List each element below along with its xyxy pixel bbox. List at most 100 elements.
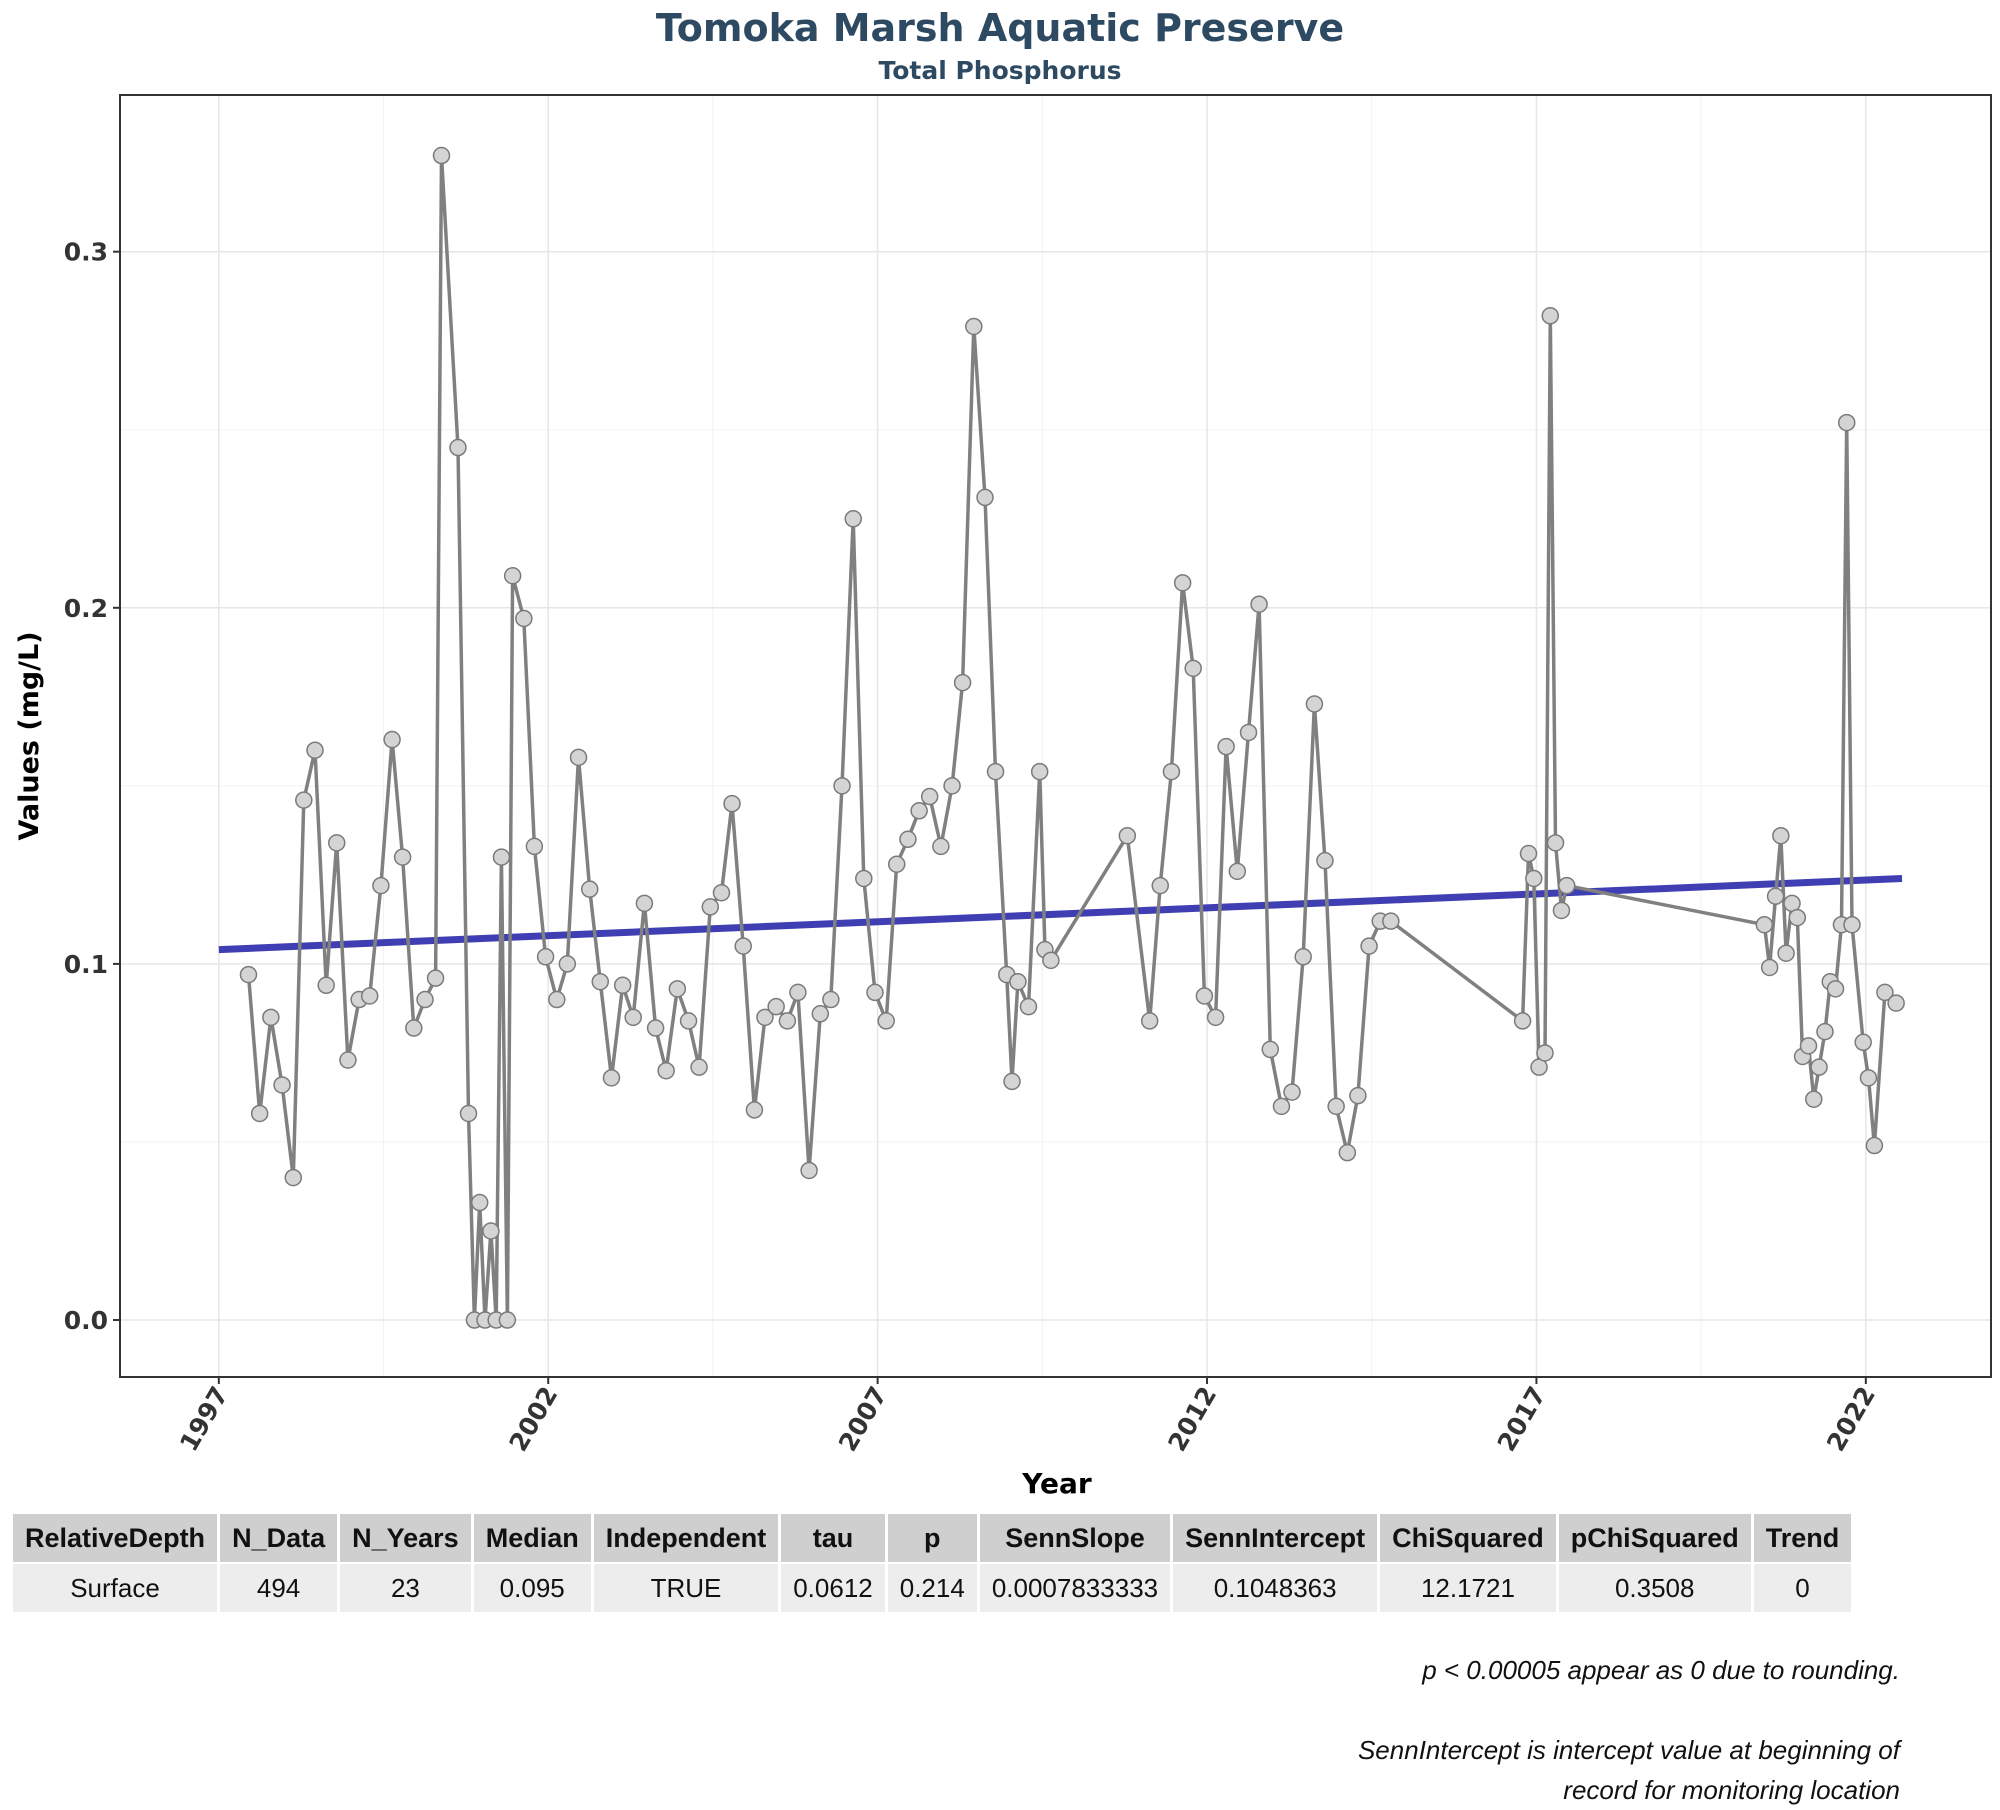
table-cell: 0.095 (473, 1564, 591, 1612)
table-header-cell: p (887, 1514, 977, 1562)
data-point (976, 488, 994, 507)
data-point (383, 730, 401, 749)
data-point (262, 1008, 280, 1027)
data-point (591, 972, 610, 991)
data-point (1173, 574, 1192, 592)
table-header-cell: ChiSquared (1380, 1514, 1556, 1562)
data-point (646, 1019, 665, 1037)
data-point (1206, 1008, 1225, 1027)
data-point (449, 438, 467, 457)
table-cell: TRUE (593, 1564, 779, 1612)
data-point (284, 1168, 303, 1187)
table-cell: Surface (13, 1564, 218, 1612)
table-cell: 12.1721 (1380, 1564, 1556, 1612)
data-point (767, 997, 785, 1016)
x-tick-label: 1997 (174, 1382, 234, 1457)
data-point (1513, 1012, 1532, 1030)
data-point (339, 1051, 357, 1069)
data-point (1525, 869, 1543, 888)
x-tick-label: 2022 (1821, 1382, 1881, 1457)
data-point (569, 748, 588, 767)
table-header-cell: RelativeDepth (13, 1514, 218, 1562)
data-point (1228, 862, 1247, 881)
data-point (602, 1069, 621, 1087)
data-point (1009, 972, 1027, 991)
data-point (1546, 834, 1565, 852)
data-point (887, 855, 906, 873)
table-cell: 0.1048363 (1173, 1564, 1378, 1612)
table-cell: 494 (220, 1564, 338, 1612)
data-point (1805, 1090, 1823, 1108)
data-point (1788, 908, 1807, 927)
data-point (1557, 876, 1576, 895)
data-point (657, 1061, 675, 1080)
data-point (855, 869, 873, 888)
data-point (1250, 595, 1268, 613)
data-point (459, 1104, 478, 1123)
data-point (910, 802, 928, 820)
data-point (1777, 944, 1795, 962)
table-header-cell: Independent (593, 1514, 779, 1562)
data-point (833, 777, 851, 795)
data-point (613, 976, 632, 995)
plot-panel-border (119, 94, 1992, 1378)
data-point (712, 883, 731, 902)
data-point (1865, 1136, 1884, 1155)
data-point (1316, 851, 1334, 870)
data-point (789, 983, 807, 1002)
data-point (405, 1019, 423, 1037)
data-point (1217, 737, 1235, 756)
data-point (1810, 1058, 1828, 1076)
table-row: Surface 494 23 0.095 TRUE 0.0612 0.214 0.000783… (13, 1564, 1852, 1612)
table-cell: 0.3508 (1558, 1564, 1751, 1612)
data-point (317, 976, 335, 995)
data-point (250, 1104, 269, 1123)
data-point (1876, 983, 1894, 1002)
trend-line-layer (218, 874, 1903, 954)
data-point (416, 990, 434, 1009)
x-tick-label: 2002 (504, 1382, 564, 1457)
data-point (1272, 1097, 1291, 1116)
data-point (822, 990, 840, 1009)
intercept-note: SennIntercept is intercept value at begi… (1358, 1730, 1900, 1810)
data-point (525, 837, 544, 856)
table-header-cell: Median (473, 1514, 591, 1562)
data-point (701, 898, 720, 916)
data-point (432, 146, 451, 165)
x-axis-label: Year (1021, 1467, 1092, 1500)
data-point (1118, 826, 1137, 845)
table-header-cell: SennIntercept (1173, 1514, 1378, 1562)
data-point (1854, 1033, 1872, 1052)
data-point (800, 1161, 818, 1180)
data-point (778, 1012, 797, 1030)
data-point (1799, 1037, 1818, 1055)
data-point (943, 777, 961, 795)
data-point (965, 317, 983, 336)
series-line-layer (246, 153, 1898, 1322)
grid-lines (120, 95, 1991, 1377)
data-point (492, 848, 511, 866)
data-point (745, 1101, 764, 1119)
data-point (679, 1012, 698, 1030)
data-point (723, 794, 741, 813)
data-point (734, 937, 752, 955)
series-line (246, 153, 1898, 1322)
stats-table: RelativeDepth N_Data N_Years Median Independ… (10, 1512, 1854, 1614)
data-point (1552, 901, 1571, 920)
data-point (580, 880, 599, 898)
table-cell: 0.214 (887, 1564, 977, 1612)
data-point (1843, 915, 1861, 934)
line-chart: 0.0 0.1 0.2 0.3 1997 2002 2007 2012 2017 2022 Val… (14, 94, 1992, 1500)
data-point (1042, 951, 1060, 970)
data-point (426, 969, 445, 987)
data-point (986, 762, 1005, 781)
data-point (1837, 413, 1856, 432)
data-point (273, 1076, 291, 1094)
data-point (393, 848, 412, 866)
table-header-cell: tau (781, 1514, 885, 1562)
data-point (1003, 1072, 1021, 1091)
data-point (327, 834, 346, 852)
table-header-cell: SennSlope (979, 1514, 1171, 1562)
data-point (1760, 958, 1779, 977)
data-point (1541, 307, 1560, 325)
